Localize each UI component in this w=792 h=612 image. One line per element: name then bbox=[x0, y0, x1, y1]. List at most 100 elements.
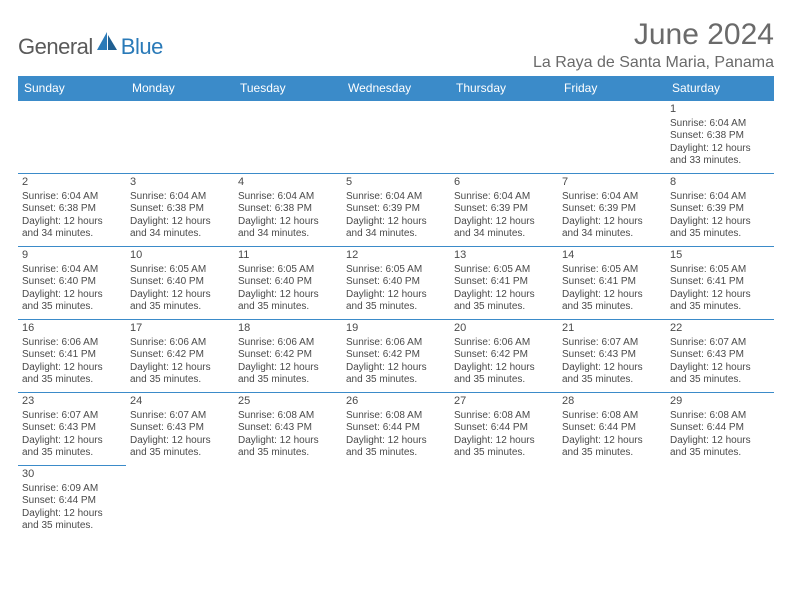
sunset-line: Sunset: 6:42 PM bbox=[238, 349, 338, 362]
sunrise-line: Sunrise: 6:06 AM bbox=[22, 337, 122, 350]
sunrise-line: Sunrise: 6:04 AM bbox=[22, 264, 122, 277]
calendar-day-cell: 15Sunrise: 6:05 AMSunset: 6:41 PMDayligh… bbox=[666, 247, 774, 320]
sunset-line: Sunset: 6:39 PM bbox=[346, 203, 446, 216]
calendar-day-cell: 4Sunrise: 6:04 AMSunset: 6:38 PMDaylight… bbox=[234, 174, 342, 247]
day-number: 15 bbox=[670, 249, 770, 263]
sunset-line: Sunset: 6:38 PM bbox=[670, 130, 770, 143]
calendar-day-cell bbox=[126, 101, 234, 174]
sunrise-line: Sunrise: 6:05 AM bbox=[670, 264, 770, 277]
daylight-line: Daylight: 12 hours and 34 minutes. bbox=[130, 216, 230, 241]
sunset-line: Sunset: 6:42 PM bbox=[346, 349, 446, 362]
sunrise-line: Sunrise: 6:06 AM bbox=[346, 337, 446, 350]
calendar-week-row: 2 Sunrise: 6:04 AM Sunset: 6:38 PM Daylight… bbox=[18, 174, 774, 247]
sunset-line: Sunset: 6:44 PM bbox=[562, 422, 662, 435]
calendar-day-cell: 20Sunrise: 6:06 AMSunset: 6:42 PMDayligh… bbox=[450, 320, 558, 393]
weekday-header: Friday bbox=[558, 76, 666, 101]
day-number: 23 bbox=[22, 395, 122, 409]
calendar-day-cell: 22Sunrise: 6:07 AMSunset: 6:43 PMDayligh… bbox=[666, 320, 774, 393]
calendar-day-cell: 7Sunrise: 6:04 AMSunset: 6:39 PMDaylight… bbox=[558, 174, 666, 247]
calendar-week-row: 23Sunrise: 6:07 AMSunset: 6:43 PMDayligh… bbox=[18, 393, 774, 466]
sunset-line: Sunset: 6:38 PM bbox=[238, 203, 338, 216]
calendar-day-cell: 8Sunrise: 6:04 AMSunset: 6:39 PMDaylight… bbox=[666, 174, 774, 247]
daylight-line: Daylight: 12 hours and 35 minutes. bbox=[238, 289, 338, 314]
day-number: 11 bbox=[238, 249, 338, 263]
calendar-day-cell: 18Sunrise: 6:06 AMSunset: 6:42 PMDayligh… bbox=[234, 320, 342, 393]
sunrise-line: Sunrise: 6:04 AM bbox=[454, 191, 554, 204]
weekday-header-row: Sunday Monday Tuesday Wednesday Thursday… bbox=[18, 76, 774, 101]
sunset-line: Sunset: 6:39 PM bbox=[454, 203, 554, 216]
sunrise-line: Sunrise: 6:07 AM bbox=[22, 410, 122, 423]
sunset-line: Sunset: 6:43 PM bbox=[238, 422, 338, 435]
day-number: 22 bbox=[670, 322, 770, 336]
sunset-line: Sunset: 6:40 PM bbox=[238, 276, 338, 289]
sunset-line: Sunset: 6:41 PM bbox=[454, 276, 554, 289]
day-number: 26 bbox=[346, 395, 446, 409]
day-number: 5 bbox=[346, 176, 446, 190]
header: General Blue June 2024 La Raya de Santa … bbox=[18, 18, 774, 72]
sunset-line: Sunset: 6:40 PM bbox=[130, 276, 230, 289]
calendar-day-cell: 19Sunrise: 6:06 AMSunset: 6:42 PMDayligh… bbox=[342, 320, 450, 393]
sunrise-line: Sunrise: 6:04 AM bbox=[670, 118, 770, 131]
calendar-day-cell: 3Sunrise: 6:04 AMSunset: 6:38 PMDaylight… bbox=[126, 174, 234, 247]
day-number: 1 bbox=[670, 103, 770, 117]
calendar-day-cell: 17Sunrise: 6:06 AMSunset: 6:42 PMDayligh… bbox=[126, 320, 234, 393]
sunrise-line: Sunrise: 6:05 AM bbox=[238, 264, 338, 277]
weekday-header: Sunday bbox=[18, 76, 126, 101]
calendar-day-cell: 23Sunrise: 6:07 AMSunset: 6:43 PMDayligh… bbox=[18, 393, 126, 466]
logo-blue-text: Blue bbox=[121, 34, 163, 60]
sunset-line: Sunset: 6:42 PM bbox=[454, 349, 554, 362]
daylight-line: Daylight: 12 hours and 35 minutes. bbox=[238, 435, 338, 460]
sunrise-line: Sunrise: 6:05 AM bbox=[130, 264, 230, 277]
day-number: 12 bbox=[346, 249, 446, 263]
daylight-line: Daylight: 12 hours and 35 minutes. bbox=[562, 435, 662, 460]
day-number: 20 bbox=[454, 322, 554, 336]
calendar-day-cell bbox=[126, 466, 234, 539]
sunrise-line: Sunrise: 6:08 AM bbox=[670, 410, 770, 423]
title-block: June 2024 La Raya de Santa Maria, Panama bbox=[533, 18, 774, 72]
daylight-line: Daylight: 12 hours and 35 minutes. bbox=[670, 216, 770, 241]
sunset-line: Sunset: 6:43 PM bbox=[670, 349, 770, 362]
weekday-header: Thursday bbox=[450, 76, 558, 101]
daylight-line: Daylight: 12 hours and 35 minutes. bbox=[22, 508, 122, 533]
day-number: 19 bbox=[346, 322, 446, 336]
calendar-table: Sunday Monday Tuesday Wednesday Thursday… bbox=[18, 76, 774, 539]
day-number: 2 bbox=[22, 176, 122, 190]
calendar-day-cell: 5Sunrise: 6:04 AMSunset: 6:39 PMDaylight… bbox=[342, 174, 450, 247]
sunrise-line: Sunrise: 6:08 AM bbox=[562, 410, 662, 423]
weekday-header: Monday bbox=[126, 76, 234, 101]
sunset-line: Sunset: 6:40 PM bbox=[346, 276, 446, 289]
daylight-line: Daylight: 12 hours and 35 minutes. bbox=[454, 362, 554, 387]
day-number: 8 bbox=[670, 176, 770, 190]
sunrise-line: Sunrise: 6:06 AM bbox=[130, 337, 230, 350]
day-number: 4 bbox=[238, 176, 338, 190]
daylight-line: Daylight: 12 hours and 34 minutes. bbox=[346, 216, 446, 241]
calendar-day-cell: 24Sunrise: 6:07 AMSunset: 6:43 PMDayligh… bbox=[126, 393, 234, 466]
day-number: 6 bbox=[454, 176, 554, 190]
calendar-day-cell: 6Sunrise: 6:04 AMSunset: 6:39 PMDaylight… bbox=[450, 174, 558, 247]
sunrise-line: Sunrise: 6:08 AM bbox=[346, 410, 446, 423]
sunset-line: Sunset: 6:38 PM bbox=[22, 203, 122, 216]
sunrise-line: Sunrise: 6:05 AM bbox=[454, 264, 554, 277]
calendar-day-cell: 16Sunrise: 6:06 AMSunset: 6:41 PMDayligh… bbox=[18, 320, 126, 393]
daylight-line: Daylight: 12 hours and 33 minutes. bbox=[670, 143, 770, 168]
calendar-day-cell: 14Sunrise: 6:05 AMSunset: 6:41 PMDayligh… bbox=[558, 247, 666, 320]
calendar-day-cell: 25Sunrise: 6:08 AMSunset: 6:43 PMDayligh… bbox=[234, 393, 342, 466]
daylight-line: Daylight: 12 hours and 35 minutes. bbox=[454, 289, 554, 314]
daylight-line: Daylight: 12 hours and 35 minutes. bbox=[562, 362, 662, 387]
sunset-line: Sunset: 6:41 PM bbox=[22, 349, 122, 362]
calendar-day-cell: 11Sunrise: 6:05 AMSunset: 6:40 PMDayligh… bbox=[234, 247, 342, 320]
daylight-line: Daylight: 12 hours and 35 minutes. bbox=[22, 435, 122, 460]
month-title: June 2024 bbox=[533, 18, 774, 52]
calendar-day-cell: 30Sunrise: 6:09 AMSunset: 6:44 PMDayligh… bbox=[18, 466, 126, 539]
daylight-line: Daylight: 12 hours and 35 minutes. bbox=[346, 435, 446, 460]
sunset-line: Sunset: 6:44 PM bbox=[22, 495, 122, 508]
daylight-line: Daylight: 12 hours and 35 minutes. bbox=[670, 362, 770, 387]
calendar-week-row: 9Sunrise: 6:04 AMSunset: 6:40 PMDaylight… bbox=[18, 247, 774, 320]
calendar-day-cell bbox=[234, 101, 342, 174]
daylight-line: Daylight: 12 hours and 35 minutes. bbox=[670, 435, 770, 460]
calendar-day-cell: 12Sunrise: 6:05 AMSunset: 6:40 PMDayligh… bbox=[342, 247, 450, 320]
sunset-line: Sunset: 6:44 PM bbox=[454, 422, 554, 435]
calendar-day-cell bbox=[342, 101, 450, 174]
weekday-header: Saturday bbox=[666, 76, 774, 101]
daylight-line: Daylight: 12 hours and 35 minutes. bbox=[130, 435, 230, 460]
